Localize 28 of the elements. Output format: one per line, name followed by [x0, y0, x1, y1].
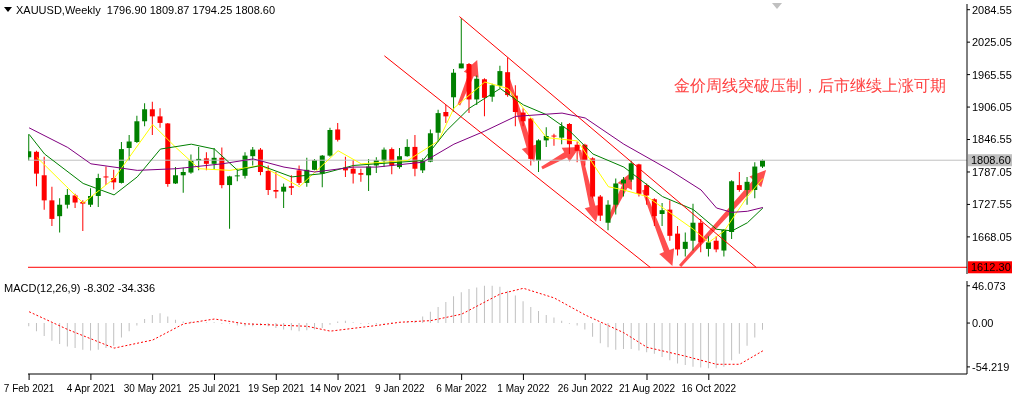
- x-tick-label: 6 Mar 2022: [436, 383, 488, 394]
- y-tick-label: 1906.05: [972, 100, 1012, 113]
- ref-line-label: 1612.30: [971, 261, 1011, 274]
- y-tick-label: 1787.05: [972, 165, 1012, 178]
- y-tick-label: 2025.05: [972, 36, 1012, 49]
- x-tick-label: 9 Jan 2022: [375, 383, 426, 394]
- x-tick-label: 4 Apr 2021: [66, 383, 116, 394]
- y-tick-label: 1668.05: [972, 230, 1012, 243]
- y-tick-label: 1727.55: [972, 198, 1012, 211]
- x-tick-label: 1 May 2022: [497, 383, 550, 394]
- x-tick-label: 7 Feb 2021: [3, 383, 55, 394]
- y-tick-label: 46.073: [972, 279, 1006, 292]
- ref-line-label: 1808.60: [971, 154, 1011, 167]
- chart-title: XAUUSD,Weekly 1796.90 1809.87 1794.25 1808.60: [16, 4, 276, 16]
- y-tick-label: 0.00: [972, 316, 994, 329]
- y-tick-label: 2084.55: [972, 3, 1012, 16]
- x-tick-label: 26 Jun 2022: [557, 383, 614, 394]
- chart-title: MACD(12,26,9) -8.302 -34.336: [4, 282, 156, 294]
- annotation: 金价周线突破压制，后市继续上涨可期: [674, 76, 947, 97]
- y-tick-label: 1846.55: [972, 133, 1012, 146]
- x-tick-label: 25 Jul 2021: [188, 383, 241, 394]
- x-tick-label: 21 Aug 2022: [618, 383, 676, 394]
- y-tick-label: 1965.55: [972, 68, 1012, 81]
- y-tick-label: -54.219: [972, 360, 1010, 373]
- x-tick-label: 14 Nov 2021: [309, 383, 367, 394]
- x-tick-label: 19 Sep 2021: [247, 383, 306, 394]
- x-tick-label: 16 Oct 2022: [681, 383, 737, 394]
- x-tick-label: 30 May 2021: [123, 383, 183, 394]
